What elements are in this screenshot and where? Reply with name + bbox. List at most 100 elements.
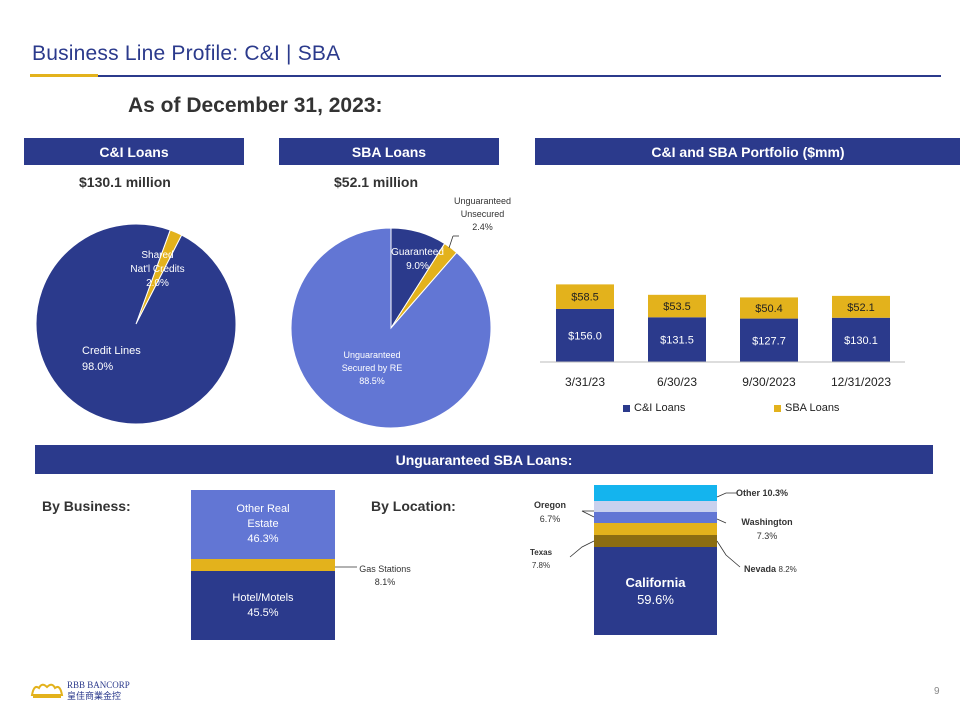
location-name-texas: Texas [529, 548, 553, 557]
ci-loans-header-label: C&I Loans [99, 143, 169, 160]
x-tick-label-3: 12/31/2023 [831, 375, 891, 389]
unguaranteed-header: Unguaranteed SBA Loans: [35, 445, 933, 474]
legend-swatch-sba [774, 404, 781, 412]
location-label-oregon: Oregon 6.7% [524, 498, 576, 526]
location-pct-nevada: 8.2% [778, 565, 797, 574]
sba-slice-name-secured-line2: Secured by RE [341, 363, 403, 373]
sba-slice-pct-unsecured: 2.4% [472, 222, 493, 232]
gas-stations-callout-line [335, 566, 357, 568]
location-pct-washington: 7.3% [756, 531, 778, 541]
location-segment-california: California 59.6% [594, 547, 717, 635]
bar-sba-1 [648, 294, 706, 318]
sba-loans-pie-chart [291, 228, 491, 428]
bar-ci-3 [832, 317, 890, 362]
as-of-date: As of December 31, 2023: [128, 94, 383, 117]
bar-label-sba-3: $52.1 [847, 302, 875, 314]
ci-loans-amount: $130.1 million [79, 174, 171, 190]
ci-slice-name-shared-line2: Nat'l Credits [130, 264, 185, 275]
bar-ci-2 [740, 318, 798, 362]
title-accent-rule [30, 74, 98, 77]
sba-slice-name-unsecured-line2: Unsecured [460, 209, 505, 219]
unguaranteed-header-label: Unguaranteed SBA Loans: [395, 451, 573, 468]
sba-slice-name-secured-line1: Unguaranteed [343, 350, 401, 360]
legend-label-ci: C&I Loans [634, 402, 686, 414]
sba-slice-name-unsecured-line1: Unguaranteed [453, 196, 512, 206]
sba-loans-header: SBA Loans [279, 138, 499, 165]
logo-name-chinese: 皇佳商業金控 [67, 691, 122, 701]
sba-loans-amount: $52.1 million [334, 174, 419, 190]
x-tick-label-0: 3/31/23 [565, 375, 605, 389]
location-segment-washington [594, 501, 717, 512]
ci-loans-header: C&I Loans [24, 138, 244, 165]
legend-sba: SBA Loans [774, 402, 839, 414]
ci-slice-credit-lines [36, 224, 236, 424]
ci-loans-pie-chart [36, 224, 236, 424]
business-label-ore-line2: Estate [247, 518, 279, 530]
crown-logo-icon [30, 683, 64, 698]
bar-sba-3 [832, 295, 890, 318]
page-number: 9 [934, 686, 940, 697]
bar-label-sba-2: $50.4 [755, 303, 783, 315]
bar-label-ci-1: $131.5 [660, 335, 694, 347]
location-segment-texas [594, 535, 717, 547]
location-label-washington: Washington 7.3% [733, 515, 801, 543]
title-divider-rule [98, 75, 941, 77]
location-segment-nevada [594, 523, 717, 535]
location-pct-other: 10.3% [762, 488, 789, 498]
by-business-label: By Business: [42, 498, 131, 514]
location-name-nevada: Nevada [744, 564, 777, 574]
business-segment-other-real-estate: Other Real Estate 46.3% [191, 490, 335, 559]
bar-label-ci-0: $156.0 [568, 330, 602, 342]
sba-slice-pct-secured: 88.5% [359, 376, 385, 386]
legend-label-sba: SBA Loans [785, 402, 840, 414]
page-title: Business Line Profile: C&I | SBA [32, 42, 341, 65]
location-name-california: California [625, 575, 686, 590]
location-pct-oregon: 6.7% [539, 514, 561, 524]
x-tick-label-1: 6/30/23 [657, 375, 697, 389]
business-name-gas: Gas Stations [359, 564, 411, 574]
portfolio-header-label: C&I and SBA Portfolio ($mm) [651, 143, 845, 160]
legend-ci: C&I Loans [623, 402, 685, 414]
ci-slice-name-shared-line1: Shared [141, 250, 174, 261]
bar-label-sba-1: $53.5 [663, 301, 691, 313]
ci-slice-name-credit-lines: Credit Lines [82, 345, 141, 357]
business-pct-gas: 8.1% [374, 577, 396, 587]
sba-slice-pct-guaranteed: 9.0% [406, 261, 429, 272]
location-name-washington: Washington [741, 517, 793, 527]
ci-slice-label-shared: Shared Nat'l Credits 2.0% [110, 249, 205, 291]
location-segment-other [594, 485, 717, 501]
by-location-stack: California 59.6% [594, 485, 717, 635]
sba-slice-label-guaranteed: Guaranteed 9.0% [380, 246, 455, 274]
sba-slice-label-secured: Unguaranteed Secured by RE 88.5% [322, 349, 422, 388]
bar-sba-2 [740, 297, 798, 319]
company-logo-text: RBB BANCORP 皇佳商業金控 [67, 680, 130, 702]
ci-slice-pct-credit-lines: 98.0% [82, 361, 114, 373]
business-pct-ore: 46.3% [247, 533, 279, 545]
business-segment-gas-stations [191, 559, 335, 571]
location-pct-california: 59.6% [637, 592, 674, 607]
business-label-ore-line1: Other Real [236, 503, 290, 515]
sba-slice-label-unsecured: Unguaranteed Unsecured 2.4% [440, 195, 525, 234]
logo-name-english: RBB BANCORP [67, 680, 130, 690]
location-label-nevada: Nevada 8.2% [744, 562, 797, 577]
location-segment-oregon [594, 512, 717, 523]
bar-sba-0 [556, 284, 614, 309]
x-tick-label-2: 9/30/2023 [742, 375, 796, 389]
bar-label-sba-0: $58.5 [571, 292, 599, 304]
location-name-oregon: Oregon [533, 500, 566, 510]
location-callout-lines [569, 492, 741, 568]
bar-ci-1 [648, 317, 706, 362]
location-name-other: Other [736, 488, 761, 498]
sba-slice-secured [291, 228, 491, 428]
business-label-hotel: Hotel/Motels [232, 591, 294, 604]
by-location-label: By Location: [371, 498, 456, 514]
sba-slice-name-guaranteed: Guaranteed [391, 247, 444, 258]
location-pct-texas: 7.8% [531, 561, 551, 570]
legend-swatch-ci [623, 404, 630, 412]
portfolio-bar-chart: $156.0 $58.5 $131.5 $53.5 $127.7 $50.4 $130.1 $… [540, 284, 905, 389]
business-pct-hotel: 45.5% [247, 606, 279, 619]
by-business-stack: Other Real Estate 46.3% Hotel/Motels 45.… [191, 490, 335, 640]
portfolio-header: C&I and SBA Portfolio ($mm) [535, 138, 960, 165]
location-label-other: Other 10.3% [736, 486, 788, 500]
bar-label-ci-3: $130.1 [844, 335, 878, 347]
